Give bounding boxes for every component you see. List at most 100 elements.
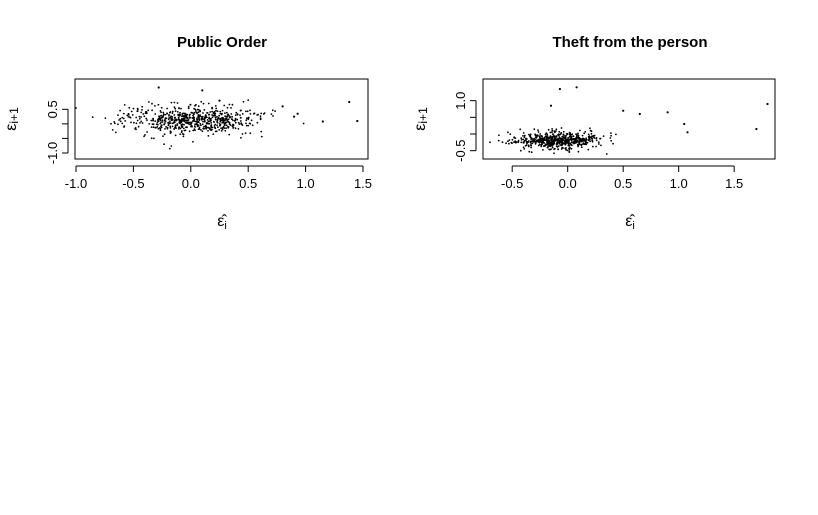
data-point — [249, 109, 251, 112]
data-point — [151, 102, 153, 105]
data-point — [534, 138, 536, 141]
data-point — [136, 107, 139, 110]
data-point — [217, 126, 219, 129]
data-point — [542, 149, 544, 151]
x-tick-label: 1.0 — [297, 176, 315, 191]
x-tick-label: 0.0 — [182, 176, 200, 191]
data-point — [228, 103, 231, 106]
data-point — [188, 130, 191, 133]
data-point — [153, 137, 155, 140]
data-point — [134, 127, 137, 130]
data-point — [225, 124, 228, 127]
data-point — [186, 117, 189, 120]
data-point — [537, 139, 540, 142]
data-point — [152, 126, 155, 129]
data-point — [154, 105, 156, 107]
y-tick-label: -0.5 — [453, 139, 468, 161]
data-point — [181, 113, 184, 115]
data-point — [186, 119, 189, 122]
data-point — [122, 117, 125, 120]
data-point — [215, 109, 217, 112]
data-point — [553, 136, 556, 139]
data-point-outlier — [296, 112, 299, 115]
data-point — [555, 128, 558, 131]
data-point — [169, 122, 172, 125]
x-tick-label: 1.5 — [725, 176, 743, 191]
data-point — [177, 114, 180, 117]
data-point — [194, 110, 197, 112]
data-point — [584, 130, 587, 133]
data-point — [605, 153, 608, 155]
data-point — [117, 114, 119, 116]
data-point — [577, 145, 579, 148]
data-point — [240, 136, 242, 139]
data-point — [249, 122, 252, 125]
data-point — [557, 145, 560, 148]
data-point — [219, 118, 222, 120]
data-point — [610, 132, 612, 135]
data-point — [123, 126, 125, 128]
data-point — [585, 137, 587, 140]
data-point — [239, 117, 242, 119]
data-point — [189, 123, 192, 126]
data-point — [602, 135, 605, 138]
data-point — [115, 131, 117, 134]
data-point — [180, 131, 183, 134]
data-point — [612, 142, 614, 145]
data-point — [551, 129, 554, 132]
data-point — [237, 127, 240, 130]
data-point — [549, 138, 552, 141]
data-point — [259, 118, 262, 121]
data-point — [246, 110, 249, 113]
data-point — [207, 135, 210, 137]
data-point — [111, 129, 114, 131]
data-point — [171, 125, 174, 128]
data-point — [543, 137, 546, 140]
data-point — [219, 112, 222, 115]
data-point — [117, 123, 119, 126]
data-point — [156, 126, 159, 128]
data-point — [123, 104, 126, 106]
data-point — [221, 121, 224, 124]
data-point — [535, 134, 538, 137]
y-axis-label-symbol: ε — [3, 124, 20, 131]
data-point — [555, 145, 558, 148]
data-point — [570, 144, 573, 146]
data-point — [164, 122, 166, 124]
x-axis-label-symbol: ε̂ — [625, 213, 635, 230]
data-point — [166, 107, 169, 110]
data-point — [529, 133, 532, 136]
data-point-outlier — [549, 104, 553, 107]
x-tick-label: -0.5 — [501, 176, 523, 191]
data-point — [221, 118, 224, 121]
data-point — [162, 113, 165, 116]
data-point — [169, 125, 172, 128]
data-point — [148, 101, 150, 103]
data-point — [564, 136, 567, 139]
data-point — [553, 148, 555, 151]
data-point — [220, 130, 223, 132]
data-point — [507, 140, 509, 143]
data-point — [520, 141, 523, 144]
data-point — [547, 145, 549, 148]
data-point — [551, 146, 554, 149]
data-point — [571, 141, 573, 144]
data-point — [128, 106, 131, 109]
data-point — [203, 116, 206, 119]
data-point — [181, 117, 183, 120]
data-point — [541, 139, 544, 142]
data-point — [548, 148, 550, 151]
data-point — [173, 106, 176, 108]
data-point — [146, 119, 148, 121]
data-point — [551, 131, 553, 134]
data-point — [575, 135, 578, 137]
data-point — [522, 138, 525, 141]
data-point — [135, 116, 138, 119]
data-point — [245, 122, 247, 125]
data-point — [221, 109, 224, 112]
data-point — [561, 135, 564, 138]
data-point — [226, 106, 229, 109]
data-point — [224, 119, 226, 122]
data-point — [550, 148, 552, 151]
data-point — [501, 141, 504, 144]
